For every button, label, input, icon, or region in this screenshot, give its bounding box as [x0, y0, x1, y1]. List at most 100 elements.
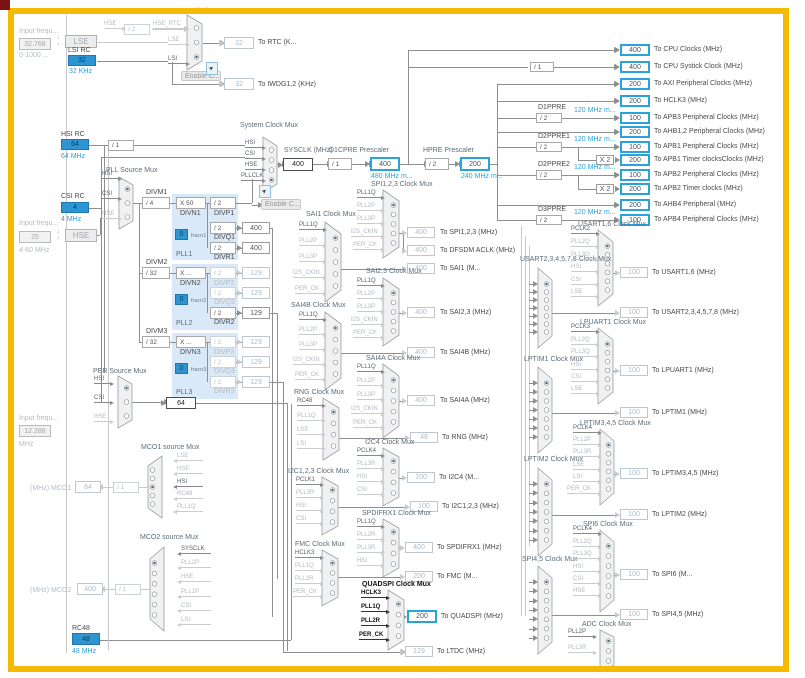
d2ppre1-div[interactable]: / 2 [536, 142, 562, 152]
sai1-radio-3[interactable] [332, 271, 339, 277]
lpuart1-radio-1[interactable] [604, 350, 611, 356]
lpuart1-out[interactable]: 100 [620, 365, 648, 376]
lpuart1-radio-3[interactable] [604, 367, 611, 374]
mco2-source-radio-2[interactable] [151, 581, 158, 587]
lptim2-radio-2[interactable] [543, 500, 550, 506]
lptim1-radio-6[interactable] [543, 434, 550, 440]
divq1[interactable]: / 2 [210, 222, 236, 234]
divr1-out[interactable]: 400 [242, 242, 270, 254]
rng-out[interactable]: 48 [410, 432, 438, 443]
quadspi-radio-2[interactable] [395, 622, 402, 628]
i2c123-radio-2[interactable] [329, 508, 336, 514]
hsi-div[interactable]: / 1 [108, 140, 134, 151]
usart2345-78-radio-1[interactable] [543, 289, 550, 295]
spi123-radio-3[interactable] [390, 230, 397, 237]
d1cpre-out[interactable]: 400 [370, 157, 400, 171]
spi123-radio-4[interactable] [390, 240, 397, 246]
spi123-mux[interactable] [382, 189, 400, 259]
adc-mux[interactable] [599, 629, 615, 673]
sai4b-radio-3[interactable] [332, 359, 339, 366]
system-clock-radio-0[interactable] [268, 147, 275, 153]
divr2[interactable]: / 2 [210, 307, 236, 319]
quadspi-out[interactable]: 200 [407, 610, 437, 623]
mco2-source-radio-1[interactable] [151, 570, 158, 577]
rng-radio-1[interactable] [330, 420, 337, 426]
spi45-radio-1[interactable] [543, 588, 550, 594]
ltdc-out[interactable]: 129 [405, 646, 433, 657]
usart2345-78-radio-2[interactable] [543, 297, 550, 303]
per-source-mux[interactable] [117, 375, 133, 429]
mco1-source-radio-0[interactable] [149, 467, 156, 473]
lpuart1-radio-5[interactable] [604, 385, 611, 391]
spdifrx1-radio-3[interactable] [390, 561, 397, 567]
fracn3-value[interactable]: 0 [175, 363, 188, 374]
system-clock-mux[interactable] [262, 136, 278, 194]
lptim2-mux[interactable] [537, 467, 553, 557]
rng-mux[interactable] [322, 397, 340, 461]
i2c123-out[interactable]: 100 [410, 501, 438, 512]
usart2345-78-radio-6[interactable] [543, 329, 550, 335]
i2c4-mux[interactable] [382, 447, 400, 507]
lptim1-out[interactable]: 100 [620, 407, 648, 418]
sai1-radio-4[interactable] [332, 283, 339, 289]
sai4b-radio-1[interactable] [332, 336, 339, 343]
selection-handle-icon[interactable] [0, 0, 10, 10]
spi6-mux[interactable] [599, 529, 615, 613]
spi45-mux[interactable] [537, 565, 553, 655]
i2c123-radio-3[interactable] [329, 519, 336, 525]
usart16-mux[interactable] [597, 229, 614, 307]
spi123-radio-1[interactable] [390, 211, 397, 218]
adc-radio-2[interactable] [605, 658, 612, 664]
divp2-out[interactable]: 129 [242, 267, 270, 279]
usart2345-out[interactable]: 100 [620, 307, 648, 318]
sai23-radio-4[interactable] [390, 328, 397, 334]
lptim2-radio-6[interactable] [543, 537, 550, 543]
divq2[interactable]: / 2 [210, 287, 236, 299]
spi123-radio-2[interactable] [390, 221, 397, 227]
per-source-radio-1[interactable] [123, 399, 130, 405]
sai4a-radio-3[interactable] [390, 408, 397, 415]
mco2-value[interactable]: 400 [77, 583, 103, 595]
divp3-out[interactable]: 129 [242, 336, 270, 348]
sai23-out[interactable]: 400 [407, 307, 435, 318]
d2ppre2-div[interactable]: / 2 [536, 170, 562, 180]
mco2-source-radio-4[interactable] [151, 601, 158, 608]
sai23-radio-1[interactable] [390, 299, 397, 306]
i2c123-radio-1[interactable] [329, 498, 336, 504]
sai4a-out[interactable]: 400 [407, 395, 435, 406]
fmc-radio-2[interactable] [329, 580, 336, 586]
ahb12-out[interactable]: 200 [620, 126, 650, 138]
iwdg-out[interactable]: 32 [224, 78, 254, 90]
lptim345-radio-2[interactable] [605, 459, 612, 466]
spi45-radio-3[interactable] [543, 607, 550, 613]
mco1-source-radio-4[interactable] [149, 501, 156, 507]
lpuart1-mux[interactable] [597, 327, 614, 405]
spi6-radio-1[interactable] [605, 553, 612, 559]
sai1-mux[interactable] [324, 221, 342, 303]
usart2345-78-radio-4[interactable] [543, 313, 550, 319]
rtc-radio-1[interactable] [193, 39, 200, 46]
lptim345-out[interactable]: 100 [620, 468, 648, 479]
enable-css-sys[interactable]: Enable C... [261, 199, 301, 210]
system-clock-radio-1[interactable] [268, 157, 275, 163]
i2c4-radio-1[interactable] [390, 469, 397, 475]
hclk3-out[interactable]: 200 [620, 95, 650, 107]
spi45-out[interactable]: 100 [620, 609, 648, 620]
sai4b-out[interactable]: 400 [407, 347, 435, 358]
mco1-source-radio-1[interactable] [149, 475, 156, 482]
divq3-out[interactable]: 129 [242, 356, 270, 368]
lptim2-out[interactable]: 100 [620, 509, 648, 520]
d1ppre-div[interactable]: / 2 [536, 113, 562, 123]
divm2[interactable]: / 32 [142, 267, 170, 279]
spi45-radio-4[interactable] [543, 616, 550, 622]
hpre-out[interactable]: 200 [460, 157, 490, 171]
rtc-hse-prediv[interactable]: / 2 [124, 24, 150, 35]
cpu-clocks-out[interactable]: 400 [620, 44, 650, 56]
cpu-systick-out[interactable]: 400 [620, 61, 650, 73]
per-ck-value[interactable]: 64 [166, 397, 196, 409]
i2c123-mux[interactable] [321, 476, 339, 536]
usart16-radio-5[interactable] [604, 287, 611, 293]
usart16-radio-1[interactable] [604, 252, 611, 258]
sai23-mux[interactable] [382, 277, 400, 347]
lptim2-radio-5[interactable] [543, 528, 550, 534]
